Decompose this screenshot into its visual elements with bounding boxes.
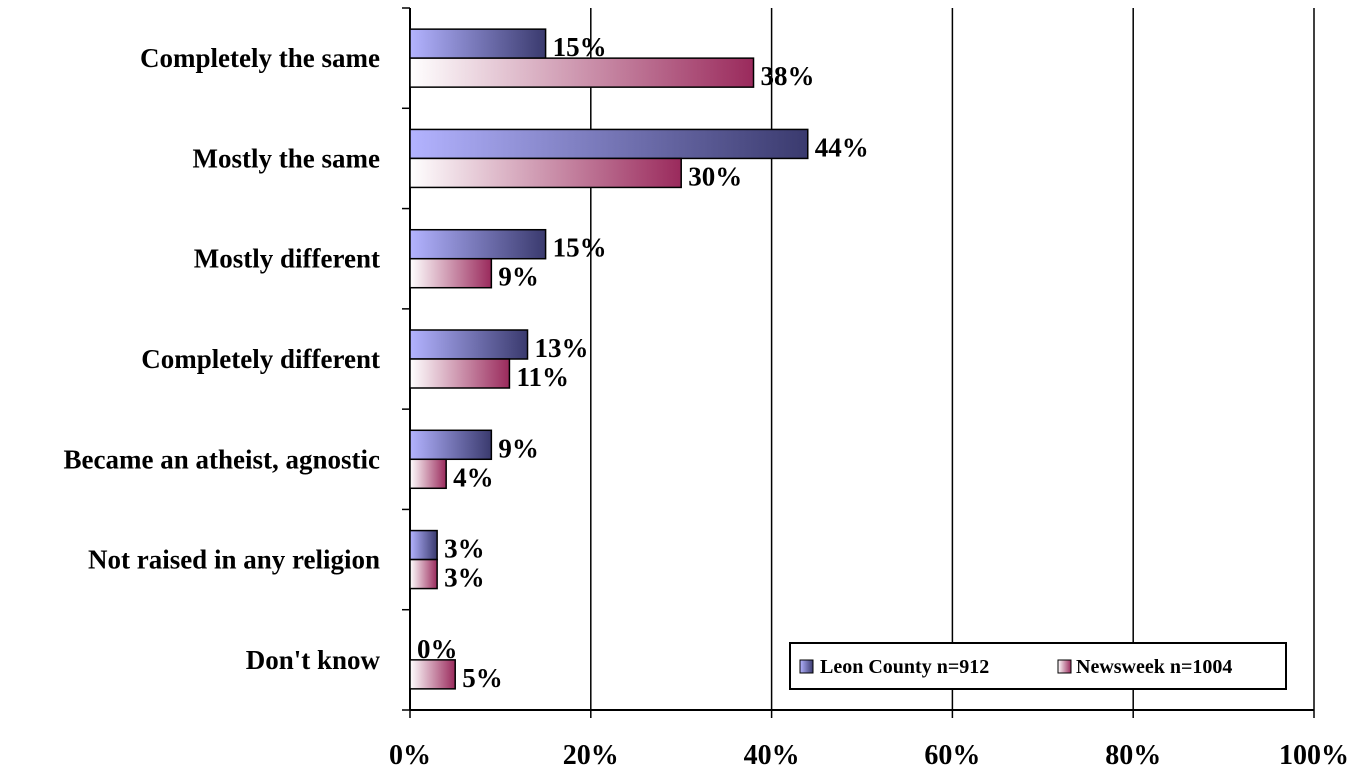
- data-label-newsweek-n-1004-mostly-the-same: 30%: [688, 161, 742, 191]
- data-label-leon-county-n-912-completely-the-same: 15%: [553, 32, 607, 62]
- x-tick-label: 100%: [1279, 740, 1349, 771]
- legend-label-leon-county: Leon County n=912: [820, 656, 989, 678]
- bars: [409, 28, 809, 690]
- bar-leon-county-n-912-mostly-different: [409, 228, 547, 260]
- bar-newsweek-n-1004-became-an-atheist-agnostic: [409, 458, 447, 490]
- category-label-completely-the-same: Completely the same: [140, 43, 380, 73]
- bar-newsweek-n-1004-not-raised-in-any-religion: [409, 558, 438, 590]
- data-label-leon-county-n-912-not-raised-in-any-religion: 3%: [444, 534, 485, 564]
- bar-newsweek-n-1004-mostly-different: [409, 257, 493, 289]
- x-tick-label: 0%: [389, 740, 431, 771]
- data-label-newsweek-n-1004-mostly-different: 9%: [498, 262, 539, 292]
- data-label-leon-county-n-912-became-an-atheist-agnostic: 9%: [498, 433, 539, 463]
- bar-newsweek-n-1004-completely-different: [409, 358, 511, 389]
- gridlines: [590, 8, 1315, 710]
- data-label-leon-county-n-912-completely-different: 13%: [535, 333, 589, 363]
- axes: 0% 20% 40% 60% 80% 100%: [389, 7, 1349, 771]
- data-label-leon-county-n-912-mostly-the-same: 44%: [815, 132, 869, 162]
- bar-leon-county-n-912-completely-different: [409, 329, 529, 360]
- category-label-not-raised-in-any-religion: Not raised in any religion: [88, 545, 380, 575]
- legend-box: [789, 642, 1287, 690]
- legend: Leon County n=912 Newsweek n=1004: [789, 642, 1287, 690]
- x-tick-label: 60%: [924, 740, 980, 771]
- data-label-leon-county-n-912-mostly-different: 15%: [553, 233, 607, 263]
- bar-newsweek-n-1004-completely-the-same: [409, 57, 755, 88]
- bar-newsweek-n-1004-don-t-know: [409, 659, 456, 690]
- bar-leon-county-n-912-became-an-atheist-agnostic: [409, 429, 493, 461]
- category-label-became-an-atheist-agnostic: Became an atheist, agnostic: [64, 444, 380, 474]
- category-label-don-t-know: Don't know: [246, 645, 381, 675]
- legend-swatch-newsweek: [1057, 659, 1072, 674]
- labels: Completely the same 15% 38% Mostly the same…: [64, 32, 869, 693]
- data-label-leon-county-n-912-don-t-know: 0%: [417, 634, 458, 664]
- x-tick-label: 40%: [744, 740, 800, 771]
- x-tick-label: 80%: [1105, 740, 1161, 771]
- data-label-newsweek-n-1004-completely-the-same: 38%: [761, 61, 815, 91]
- category-label-mostly-the-same: Mostly the same: [193, 143, 380, 173]
- data-label-newsweek-n-1004-not-raised-in-any-religion: 3%: [444, 563, 485, 593]
- category-label-mostly-different: Mostly different: [194, 244, 380, 274]
- legend-label-newsweek: Newsweek n=1004: [1076, 656, 1232, 678]
- bar-leon-county-n-912-not-raised-in-any-religion: [409, 529, 438, 561]
- legend-swatch-leon-county: [799, 659, 814, 674]
- category-label-completely-different: Completely different: [141, 344, 380, 374]
- data-label-newsweek-n-1004-don-t-know: 5%: [462, 663, 503, 693]
- bar-leon-county-n-912-completely-the-same: [409, 28, 547, 59]
- x-tick-label: 20%: [563, 740, 619, 771]
- data-label-newsweek-n-1004-completely-different: 11%: [516, 362, 569, 392]
- bar-leon-county-n-912-mostly-the-same: [409, 128, 809, 160]
- bar-newsweek-n-1004-mostly-the-same: [409, 157, 682, 189]
- data-label-newsweek-n-1004-became-an-atheist-agnostic: 4%: [453, 462, 494, 492]
